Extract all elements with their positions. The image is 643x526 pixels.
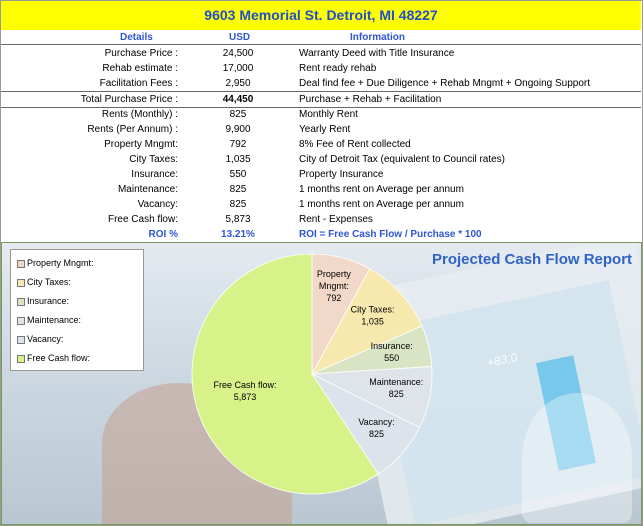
row-info: Purchase + Rehab + Facilitation <box>299 94 442 105</box>
table-row: Rents (Monthly) : 825 Monthly Rent <box>1 107 641 122</box>
pie-slice <box>311 268 423 375</box>
row-label: Rents (Per Annum) : <box>87 124 178 135</box>
legend-label: Vacancy: <box>27 334 64 344</box>
table-row: Free Cash flow: 5,873 Rent - Expenses <box>1 212 641 227</box>
row-label: Purchase Price : <box>104 48 178 59</box>
row-label: Maintenance: <box>117 184 178 195</box>
row-label: Free Cash flow: <box>107 214 178 225</box>
row-label: Vacancy: <box>137 199 178 210</box>
row-info: ROI = Free Cash Flow / Purchase * 100 <box>299 229 482 240</box>
usd-header: USD <box>229 32 251 43</box>
property-title: 9603 Memorial St. Detroit, MI 48227 <box>1 1 641 30</box>
legend-entry: Maintenance: <box>17 315 81 325</box>
pie-data-label: Maintenance: 825 <box>369 377 423 399</box>
table-row: Facilitation Fees : 2,950 Deal find fee + … <box>1 76 641 91</box>
pie-slice <box>191 253 379 495</box>
row-info: 8% Fee of Rent collected <box>299 139 411 150</box>
legend-swatch <box>17 259 25 268</box>
cash-flow-chart-panel: +83.0 Projected Cash Flow Report Propert… <box>1 242 642 525</box>
legend-label: Property Mngmt: <box>27 258 94 268</box>
row-info: Rent ready rehab <box>299 63 377 74</box>
row-label: Insurance: <box>131 169 178 180</box>
row-label: Property Mngmt: <box>104 139 178 150</box>
row-info: Monthly Rent <box>299 109 358 120</box>
legend-label: Insurance: <box>27 296 70 306</box>
legend-entry: Vacancy: <box>17 334 63 344</box>
table-row: Insurance: 550 Property Insurance <box>1 167 641 182</box>
information-header: Information <box>350 32 405 43</box>
legend-entry: City Taxes: <box>17 277 71 287</box>
legend-label: Maintenance: <box>27 315 82 325</box>
legend-swatch <box>17 278 25 287</box>
row-info: Warranty Deed with Title Insurance <box>299 48 455 59</box>
row-usd: 1,035 <box>225 154 251 165</box>
row-usd: 44,450 <box>222 94 254 105</box>
row-info: City of Detroit Tax (equivalent to Counc… <box>299 154 506 165</box>
row-usd: 825 <box>229 199 247 210</box>
legend-swatch <box>17 316 25 325</box>
legend-swatch <box>17 354 25 363</box>
table-row: Property Mngmt: 792 8% Fee of Rent collect… <box>1 137 641 152</box>
table-row: City Taxes: 1,035 City of Detroit Tax (equ… <box>1 152 641 167</box>
pie-data-label: City Taxes: 1,035 <box>351 305 395 327</box>
background-glass <box>522 393 632 523</box>
header-divider <box>1 44 641 45</box>
legend-label: Free Cash flow: <box>27 353 91 363</box>
table-row-roi: ROI % 13.21% ROI = Free Cash Flow / Purcha… <box>1 227 641 242</box>
legend-swatch <box>17 335 25 344</box>
row-label: City Taxes: <box>129 154 178 165</box>
chart-title: Projected Cash Flow Report <box>432 251 633 268</box>
legend-entry: Property Mngmt: <box>17 258 94 268</box>
row-label: Total Purchase Price : <box>80 94 178 105</box>
row-label: ROI % <box>148 229 178 240</box>
row-info: Deal find fee + Due Diligence + Rehab Mn… <box>299 78 591 89</box>
row-usd: 792 <box>229 139 247 150</box>
chart-legend: Property Mngmt: City Taxes: Insurance: M… <box>10 249 144 371</box>
row-label: Rehab estimate : <box>102 63 178 74</box>
row-usd: 5,873 <box>225 214 251 225</box>
row-usd: 2,950 <box>225 78 251 89</box>
row-label: Rents (Monthly) : <box>101 109 178 120</box>
row-usd: 825 <box>229 109 247 120</box>
table-row: Vacancy: 825 1 months rent on Average per … <box>1 197 641 212</box>
pie-data-label: Property Mngmt: 792 <box>317 269 352 303</box>
row-info: 1 months rent on Average per annum <box>299 184 464 195</box>
row-usd: 550 <box>229 169 247 180</box>
legend-label: City Taxes: <box>27 277 71 287</box>
row-usd: 9,900 <box>225 124 251 135</box>
row-info: Property Insurance <box>299 169 384 180</box>
table-row-total: Total Purchase Price : 44,450 Purchase + R… <box>1 91 641 108</box>
row-info: Yearly Rent <box>299 124 351 135</box>
legend-entry: Free Cash flow: <box>17 353 90 363</box>
table-row: Maintenance: 825 1 months rent on Average … <box>1 182 641 197</box>
pie-data-label: Insurance: 550 <box>371 341 413 363</box>
pie-data-label: Free Cash flow: 5,873 <box>213 380 276 402</box>
row-info: 1 months rent on Average per annum <box>299 199 464 210</box>
row-usd: 24,500 <box>222 48 254 59</box>
pie-data-label: Vacancy: 825 <box>358 417 394 439</box>
details-header: Details <box>120 32 153 43</box>
legend-swatch <box>17 297 25 306</box>
row-usd: 825 <box>229 184 247 195</box>
table-row: Rehab estimate : 17,000 Rent ready rehab <box>1 61 641 76</box>
table-row: Rents (Per Annum) : 9,900 Yearly Rent <box>1 122 641 137</box>
table-row: Purchase Price : 24,500 Warranty Deed with… <box>1 46 641 61</box>
row-label: Facilitation Fees : <box>99 78 178 89</box>
row-usd: 17,000 <box>222 63 254 74</box>
row-info: Rent - Expenses <box>299 214 373 225</box>
row-usd: 13.21% <box>221 229 255 240</box>
legend-entry: Insurance: <box>17 296 69 306</box>
